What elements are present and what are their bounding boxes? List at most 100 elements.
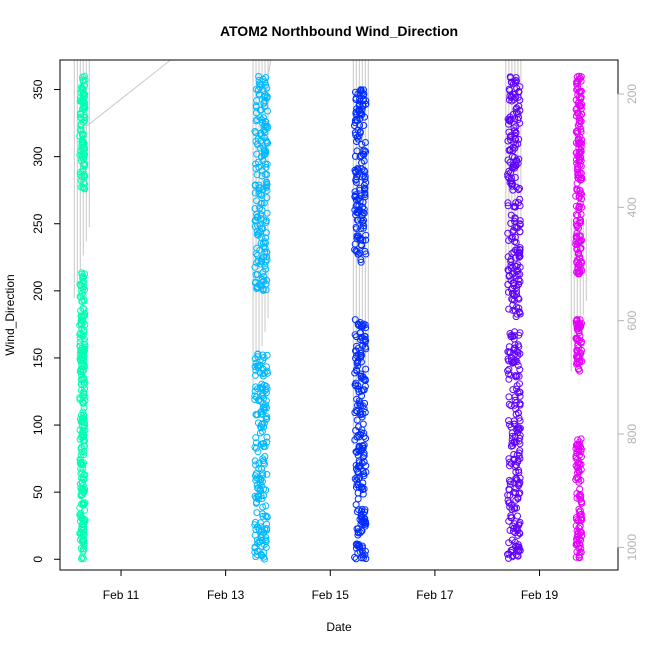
data-point: [261, 160, 269, 168]
data-point: [352, 461, 360, 469]
data-point: [506, 73, 514, 81]
data-point: [507, 78, 515, 86]
data-point: [258, 385, 266, 393]
data-point: [79, 331, 87, 339]
data-point: [577, 176, 585, 183]
data-point: [508, 250, 516, 257]
data-point: [574, 163, 582, 170]
data-point: [79, 538, 87, 546]
chart-title: ATOM2 Northbound Wind_Direction: [220, 23, 458, 39]
data-point: [254, 222, 261, 230]
data-point: [76, 151, 84, 159]
data-point: [513, 77, 520, 85]
data-point: [354, 362, 362, 370]
data-point: [252, 160, 260, 168]
data-point: [254, 283, 261, 291]
data-point: [258, 428, 266, 435]
y2-axis: 200 400 600 800 1000: [617, 84, 639, 561]
data-point: [354, 233, 362, 241]
data-point: [263, 187, 271, 195]
data-point: [573, 185, 581, 193]
data-point: [259, 268, 267, 276]
data-point: [254, 448, 262, 456]
data-point: [509, 263, 517, 271]
data-point: [510, 139, 518, 147]
y-axis: 0 50 100 150 200 250 300 350: [31, 79, 60, 563]
data-point: [358, 333, 366, 341]
data-point: [510, 164, 518, 172]
data-point: [505, 305, 513, 313]
data-point: [251, 457, 259, 465]
data-point: [260, 114, 268, 122]
y-tick-label-4: 200: [31, 281, 45, 301]
data-point: [80, 89, 87, 97]
data-point: [262, 534, 270, 541]
data-point: [262, 397, 270, 405]
data-point: [77, 529, 85, 537]
data-point: [513, 303, 520, 311]
data-point: [511, 332, 518, 340]
data-point: [506, 526, 514, 534]
data-point: [577, 102, 585, 110]
data-point: [511, 372, 519, 380]
data-point: [80, 489, 88, 497]
data-point: [262, 163, 270, 171]
data-point: [262, 502, 270, 510]
data-point: [251, 396, 259, 403]
data-point: [252, 439, 260, 447]
data-point: [252, 129, 260, 137]
data-point: [357, 402, 365, 410]
data-point: [354, 385, 362, 393]
data-point: [80, 99, 87, 107]
data-point: [514, 341, 522, 349]
data-point: [516, 202, 524, 210]
data-point: [577, 95, 585, 103]
data-point: [578, 319, 585, 327]
data-point: [578, 357, 586, 365]
data-point: [576, 332, 584, 340]
data-point: [351, 122, 358, 130]
data-point: [80, 273, 87, 281]
data-point: [77, 456, 84, 464]
data-point: [256, 361, 264, 369]
data-point: [512, 438, 520, 446]
data-point: [260, 459, 268, 467]
data-point: [79, 478, 86, 486]
data-point: [509, 359, 517, 367]
data-point: [256, 83, 264, 91]
data-point: [515, 490, 523, 498]
data-point: [355, 102, 363, 110]
data-point: [352, 247, 360, 255]
data-point: [362, 365, 370, 373]
data-point: [505, 517, 513, 525]
data-point: [573, 80, 581, 88]
data-point: [572, 240, 580, 248]
data-point: [260, 406, 268, 414]
data-point: [505, 554, 512, 562]
data-point: [356, 515, 364, 523]
data-point: [357, 241, 365, 249]
data-point: [507, 258, 515, 265]
data-point: [259, 351, 267, 359]
data-point: [575, 551, 583, 559]
data-point: [577, 210, 585, 218]
data-point: [516, 417, 524, 425]
data-point: [359, 490, 367, 498]
data-point: [355, 322, 363, 330]
data-point: [253, 498, 260, 506]
data-point: [352, 347, 360, 355]
data-point: [506, 421, 513, 429]
data-point: [573, 229, 581, 237]
data-point: [78, 324, 86, 332]
data-point: [359, 101, 367, 109]
data-point: [263, 179, 271, 187]
y2-tick-label-3: 800: [625, 424, 639, 444]
data-point: [578, 267, 586, 274]
data-point: [80, 545, 87, 553]
data-point: [573, 316, 581, 324]
data-point: [78, 289, 86, 297]
data-point: [76, 342, 84, 350]
data-point: [359, 453, 367, 461]
data-point: [79, 155, 87, 163]
data-point: [352, 555, 360, 563]
